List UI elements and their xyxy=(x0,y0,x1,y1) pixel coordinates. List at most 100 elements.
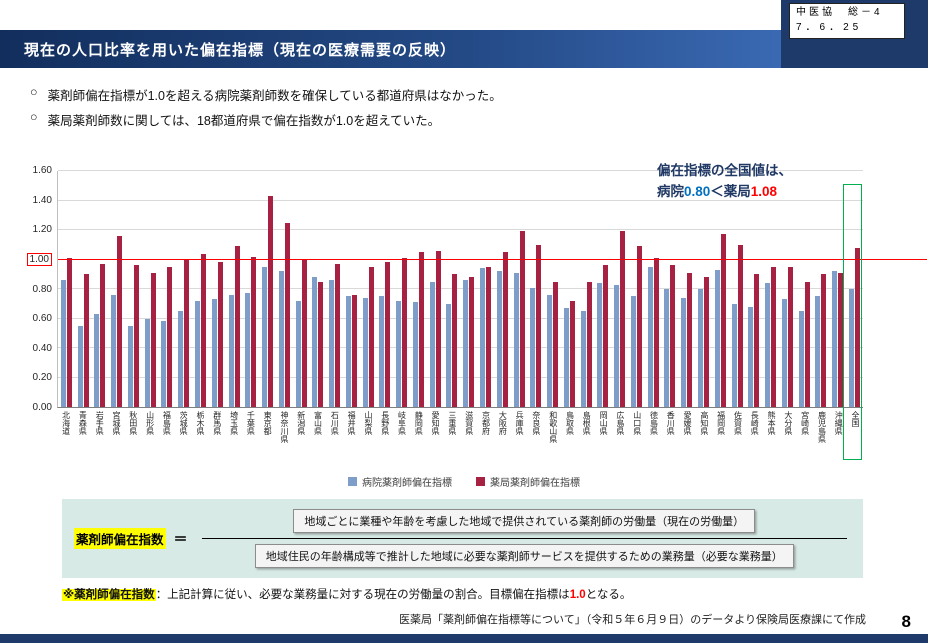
bar-group xyxy=(108,171,125,407)
footnote: ※薬剤師偏在指数：上記計算に従い、必要な業務量に対する現在の労働量の割合。目標偏… xyxy=(62,586,631,602)
x-tick-text: 沖縄県 xyxy=(834,411,844,435)
x-axis-label: 兵庫県 xyxy=(511,411,528,465)
x-tick-text: 青森県 xyxy=(78,411,88,435)
x-axis-label: 京都府 xyxy=(477,411,494,465)
y-tick-text: 0.20 xyxy=(32,372,52,384)
x-axis-label: 山口県 xyxy=(628,411,645,465)
x-tick-text: 熊本県 xyxy=(767,411,777,435)
bar-hospital xyxy=(362,297,368,407)
bar-hospital xyxy=(781,299,787,407)
bar-group xyxy=(259,171,276,407)
bar-group xyxy=(444,171,461,407)
bullet-2-text: 薬局薬剤師数に関しては、18都道府県で偏在指数が1.0を超えていた。 xyxy=(47,114,441,128)
bar-hospital xyxy=(379,296,385,407)
bar-group xyxy=(477,171,494,407)
source-note: 医薬局「薬剤師偏在指標等について」（令和５年６月９日）のデータより保険局医療課に… xyxy=(399,614,866,626)
x-tick-text: 福井県 xyxy=(347,411,357,435)
bar-group xyxy=(511,171,528,407)
y-axis-label: 0.40 xyxy=(33,343,52,354)
y-tick-text: 1.40 xyxy=(32,194,52,206)
circle-bullet-icon: ○ xyxy=(30,85,38,99)
bar-hospital xyxy=(664,289,670,407)
annotation-line1: 偏在指標の全国値は、 xyxy=(657,163,792,178)
bar-group xyxy=(829,171,846,407)
x-tick-text: 東京都 xyxy=(263,411,273,435)
x-axis-label: 広島県 xyxy=(611,411,628,465)
x-axis-label: 和歌山県 xyxy=(544,411,561,465)
formula-left: 薬剤師偏在指数 ＝ xyxy=(74,528,188,549)
x-axis-label: 福島県 xyxy=(158,411,175,465)
x-axis-label: 熊本県 xyxy=(762,411,779,465)
bar-hospital xyxy=(195,300,200,407)
title-bar: 現在の人口比率を用いた偏在指標（現在の医療需要の反映） xyxy=(0,30,781,68)
gridline xyxy=(58,170,863,171)
bar-hospital xyxy=(211,299,217,407)
x-axis-label: 新潟県 xyxy=(292,411,309,465)
x-tick-text: 鳥取県 xyxy=(565,411,575,435)
legend-label: 薬局薬剤師偏在指標 xyxy=(490,478,580,489)
x-axis-label: 愛媛県 xyxy=(678,411,695,465)
bar-pharmacy xyxy=(301,259,307,407)
x-axis-label: 高知県 xyxy=(695,411,712,465)
x-tick-text: 千葉県 xyxy=(246,411,256,435)
x-tick-text: 徳島県 xyxy=(649,411,659,435)
bar-hospital xyxy=(848,289,854,407)
x-tick-text: 岩手県 xyxy=(95,411,105,435)
x-axis-label: 静岡県 xyxy=(410,411,427,465)
bar-hospital xyxy=(513,272,519,407)
bar-group xyxy=(712,171,729,407)
bar-pharmacy xyxy=(502,252,508,407)
header-corner-panel: 中医協 総－4 7．6．25 xyxy=(781,0,928,68)
x-axis-label: 沖縄県 xyxy=(830,411,847,465)
formula-numerator: 地域ごとに業種や年齢を考慮した地域で提供されている薬剤師の労働量（現在の労働量） xyxy=(293,509,756,533)
bar-pharmacy xyxy=(318,281,324,407)
y-axis-label: 1.40 xyxy=(32,194,52,206)
bar-pharmacy xyxy=(636,246,642,407)
bar-pharmacy xyxy=(385,262,391,407)
x-tick-text: 宮城県 xyxy=(111,411,121,435)
bar-hospital xyxy=(60,280,66,407)
annotation-pharmacy-label: 薬局 xyxy=(723,183,751,199)
bar-pharmacy xyxy=(117,235,123,407)
bar-pharmacy xyxy=(452,274,458,407)
bar-pharmacy xyxy=(737,244,743,407)
bar-group xyxy=(92,171,109,407)
bar-pharmacy xyxy=(351,294,357,407)
gridline xyxy=(58,347,863,348)
annotation-comparator: ＜ xyxy=(710,183,724,199)
bar-pharmacy xyxy=(838,272,844,407)
bar-pharmacy xyxy=(854,247,860,407)
x-tick-text: 佐賀県 xyxy=(733,411,743,435)
y-tick-text: 1.00 xyxy=(26,252,52,266)
x-tick-text: 愛知県 xyxy=(431,411,441,435)
bar-group xyxy=(695,171,712,407)
x-axis-label: 福井県 xyxy=(343,411,360,465)
bar-pharmacy xyxy=(553,281,559,407)
x-tick-text: 奈良県 xyxy=(531,411,541,435)
x-tick-text: 和歌山県 xyxy=(548,411,558,443)
x-axis-label: 秋田県 xyxy=(124,411,141,465)
x-axis-label: 岡山県 xyxy=(595,411,612,465)
x-axis-label: 東京都 xyxy=(259,411,276,465)
bar-pharmacy xyxy=(771,266,777,407)
bar-group xyxy=(293,171,310,407)
x-axis-label: 佐賀県 xyxy=(729,411,746,465)
x-tick-text: 京都府 xyxy=(481,411,491,435)
bar-hospital xyxy=(295,300,301,407)
bar-group xyxy=(75,171,92,407)
bar-hospital xyxy=(697,289,703,407)
y-axis-label: 0.00 xyxy=(33,403,52,413)
x-tick-text: 山梨県 xyxy=(363,411,373,435)
x-axis-label: 愛知県 xyxy=(427,411,444,465)
bar-group xyxy=(242,171,259,407)
bullet-item-1: ○ 薬剤師偏在指標が1.0を超える病院薬剤師数を確保している都道府県はなかった。 xyxy=(30,85,502,104)
y-axis-label: 1.00 xyxy=(26,252,52,266)
bar-group xyxy=(628,171,645,407)
x-axis-label: 栃木県 xyxy=(191,411,208,465)
x-axis-label: 千葉県 xyxy=(242,411,259,465)
bar-group xyxy=(544,171,561,407)
y-axis-labels: 0.00 0.20 0.40 0.60 0.80 1.00 1.20 1.40 1.60 xyxy=(14,166,54,413)
bar-hospital xyxy=(463,280,469,407)
bar-group xyxy=(645,171,662,407)
x-axis-label: 大分県 xyxy=(779,411,796,465)
